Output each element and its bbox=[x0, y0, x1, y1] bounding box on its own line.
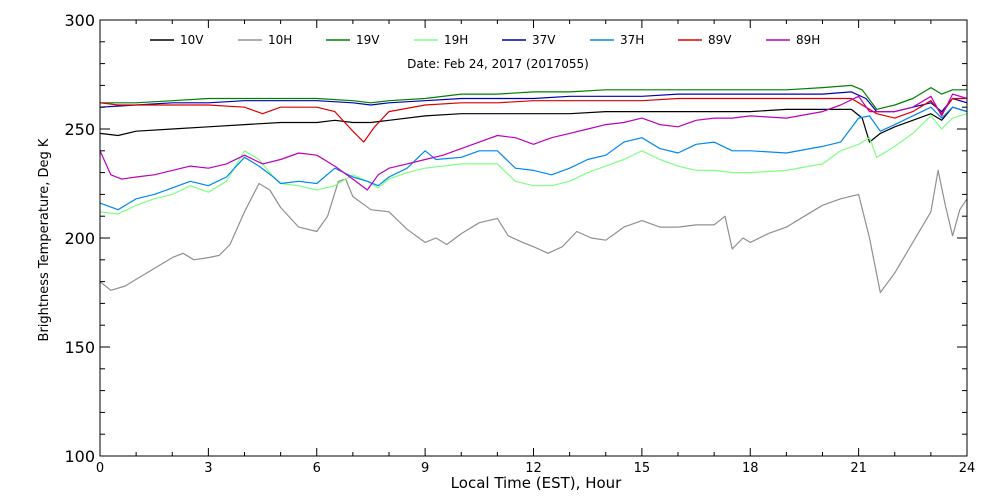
legend-label-37h: 37H bbox=[620, 33, 644, 47]
legend-label-10h: 10H bbox=[268, 33, 292, 47]
legend-label-19h: 19H bbox=[444, 33, 468, 47]
series-line-19h bbox=[99, 113, 968, 215]
y-tick-label: 150 bbox=[64, 338, 95, 357]
x-tick-label: 3 bbox=[204, 461, 212, 476]
x-tick-label: 15 bbox=[634, 461, 651, 476]
x-axis-label: Local Time (EST), Hour bbox=[451, 474, 622, 492]
y-tick-label: 100 bbox=[64, 447, 95, 466]
legend-label-89v: 89V bbox=[708, 33, 732, 47]
series-line-89h bbox=[99, 93, 968, 191]
series-line-10h bbox=[99, 169, 968, 294]
legend-label-19v: 19V bbox=[356, 33, 380, 47]
legend-label-37v: 37V bbox=[532, 33, 556, 47]
x-tick-label: 9 bbox=[421, 461, 429, 476]
x-tick-label: 0 bbox=[96, 461, 104, 476]
legend-label-10v: 10V bbox=[180, 33, 204, 47]
tick-layer: 0 3 6 9 12 15 18 21 24 100 150 200 250 300 bbox=[64, 11, 975, 476]
x-tick-label: 6 bbox=[313, 461, 321, 476]
chart-subtitle: Date: Feb 24, 2017 (2017055) bbox=[407, 57, 589, 71]
y-tick-label: 250 bbox=[64, 120, 95, 139]
y-tick-label: 200 bbox=[64, 229, 95, 248]
series-line-37h bbox=[99, 106, 968, 211]
x-tick-label: 12 bbox=[525, 461, 542, 476]
legend-label-89h: 89H bbox=[796, 33, 820, 47]
x-tick-label: 24 bbox=[959, 461, 976, 476]
x-tick-label: 21 bbox=[850, 461, 867, 476]
y-tick-label: 300 bbox=[64, 11, 95, 30]
series-line-89v bbox=[99, 97, 967, 143]
x-tick-label: 18 bbox=[742, 461, 759, 476]
series-line-10v bbox=[99, 106, 968, 143]
legend: 10V 10H 19V 19H 37V 37H 89V 89H bbox=[150, 33, 820, 47]
y-axis-label: Brightness Temperature, Deg K bbox=[37, 138, 52, 341]
series-layer bbox=[99, 84, 968, 294]
series-line-19v bbox=[100, 84, 967, 110]
